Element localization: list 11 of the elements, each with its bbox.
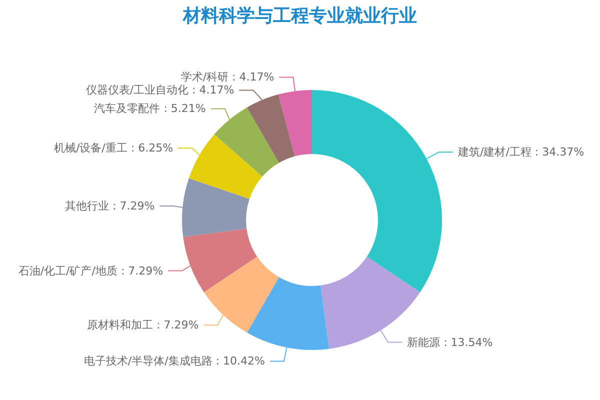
slice-label: 机械/设备/重工 : 6.25% [54,142,174,155]
chart-title: 材料科学与工程专业就业行业 [182,6,417,26]
slice-label: 汽车及零配件 : 5.21% [94,102,206,116]
slice-label: 其他行业 : 7.29% [65,199,155,212]
slice-label: 石油/化工/矿产/地质 : 7.29% [18,264,164,278]
slice-label: 仪器仪表/工业自动化 : 4.17% [86,84,234,97]
slice-label: 新能源 : 13.54% [407,336,493,349]
slice-label: 电子技术/半导体/集成电路 : 10.42% [84,354,265,368]
slice-label: 建筑/建材/工程 : 34.37% [456,146,584,159]
slice-label: 学术/科研 : 4.17% [180,70,274,84]
slice-label: 原材料和加工 : 7.29% [87,318,199,332]
